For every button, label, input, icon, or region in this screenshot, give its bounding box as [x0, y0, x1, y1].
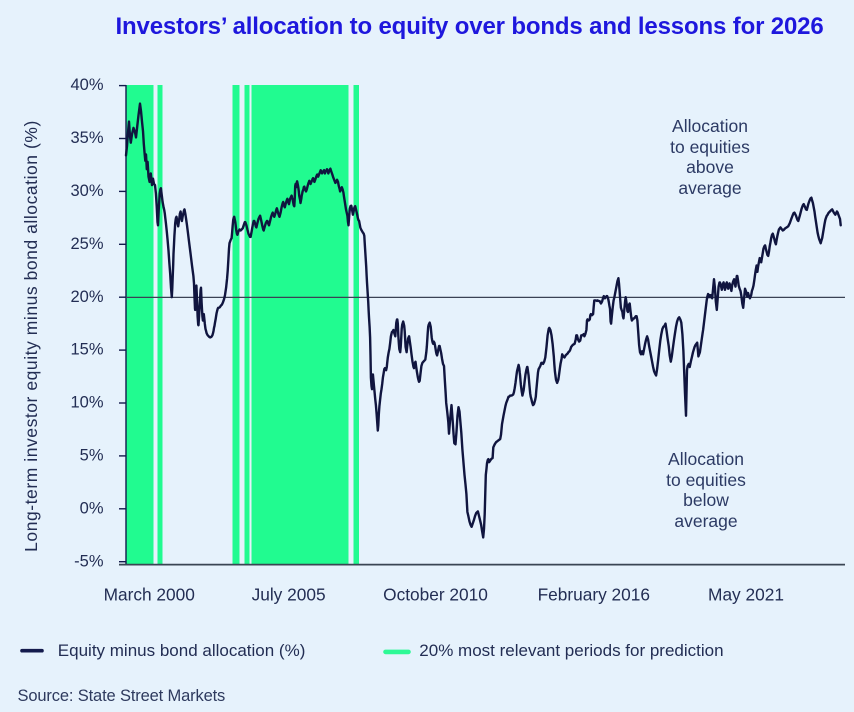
- svg-text:0%: 0%: [80, 499, 104, 517]
- svg-text:25%: 25%: [70, 235, 103, 253]
- svg-text:October 2010: October 2010: [383, 584, 488, 604]
- svg-text:15%: 15%: [70, 341, 103, 359]
- svg-text:10%: 10%: [70, 394, 103, 412]
- svg-text:5%: 5%: [80, 447, 104, 465]
- svg-text:35%: 35%: [70, 129, 103, 147]
- svg-text:May 2021: May 2021: [708, 584, 784, 604]
- svg-text:-5%: -5%: [74, 552, 104, 570]
- svg-text:February 2016: February 2016: [538, 584, 650, 604]
- svg-text:March 2000: March 2000: [104, 584, 195, 604]
- svg-text:30%: 30%: [70, 182, 103, 200]
- svg-text:40%: 40%: [70, 76, 103, 94]
- svg-text:July 2005: July 2005: [252, 584, 326, 604]
- svg-text:20%: 20%: [70, 288, 103, 306]
- svg-text:Long-term investor equity minu: Long-term investor equity minus bond all…: [21, 120, 41, 552]
